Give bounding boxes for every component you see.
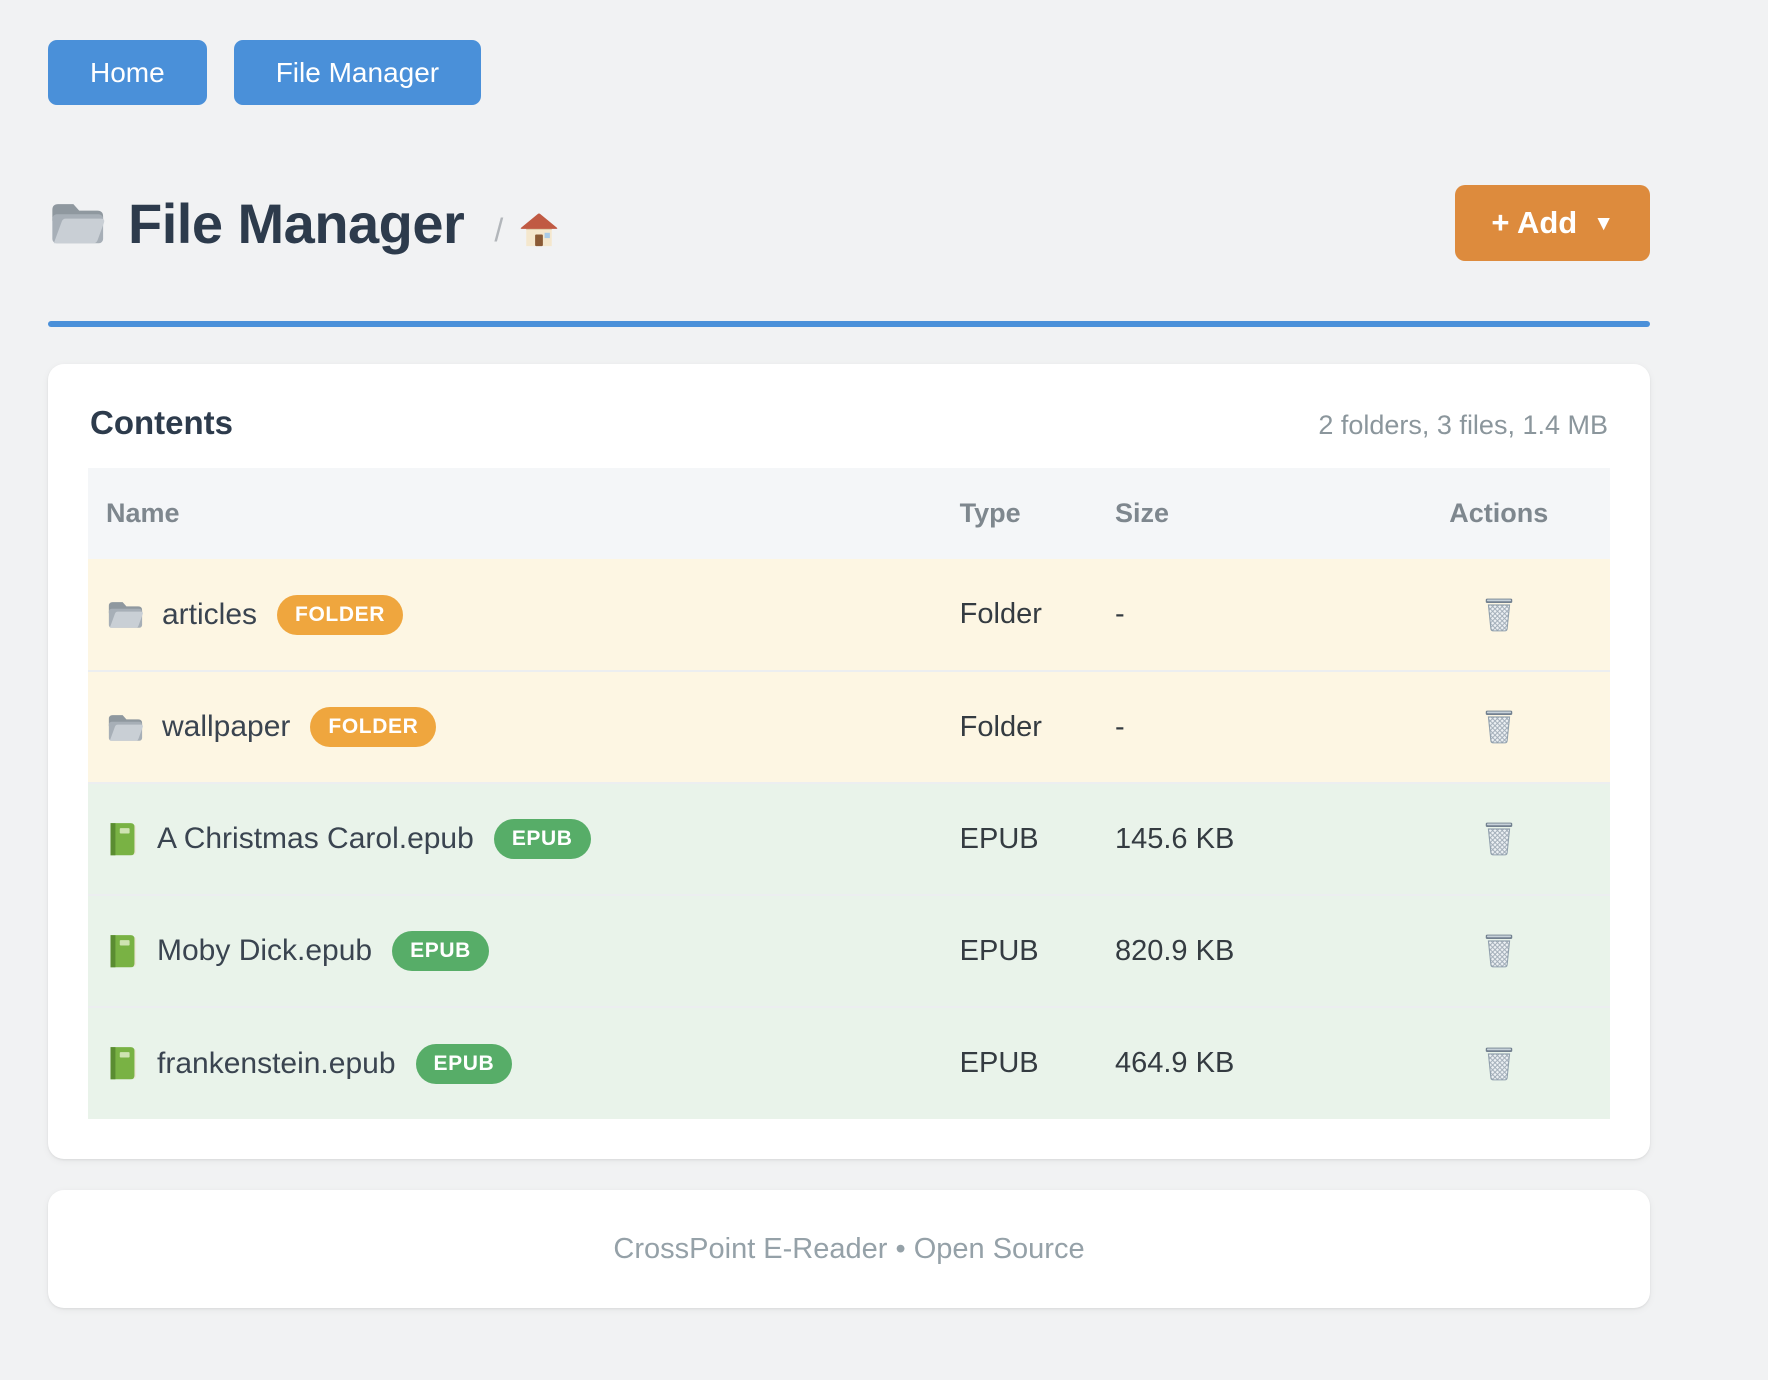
chevron-down-icon: ▼	[1593, 212, 1614, 235]
trash-icon	[1483, 709, 1515, 745]
contents-heading: Contents	[90, 404, 233, 441]
breadcrumb: /	[494, 211, 559, 249]
size-cell: 820.9 KB	[1096, 895, 1388, 1008]
open-folder-icon	[48, 198, 106, 248]
house-icon[interactable]	[519, 211, 559, 249]
trash-icon	[1483, 933, 1515, 969]
file-link[interactable]: A Christmas Carol.epub	[157, 822, 474, 855]
green-book-icon	[106, 933, 139, 970]
breadcrumb-separator: /	[494, 211, 504, 248]
type-cell: Folder	[941, 559, 1097, 672]
column-header-size: Size	[1096, 468, 1388, 559]
page-title: File Manager	[128, 191, 465, 255]
delete-button[interactable]	[1479, 593, 1519, 637]
file-table: Name Type Size Actions articles FOLDER F…	[88, 468, 1610, 1119]
folder-icon	[106, 711, 144, 744]
footer-text: CrossPoint E-Reader • Open Source	[613, 1232, 1085, 1265]
page-container: Home File Manager File Manager / + Add ▼…	[48, 0, 1650, 1308]
table-row: articles FOLDER Folder -	[88, 559, 1610, 672]
folder-icon	[106, 598, 144, 631]
table-row: frankenstein.epub EPUB EPUB 464.9 KB	[88, 1007, 1610, 1119]
top-nav: Home File Manager	[48, 40, 1650, 105]
table-row: Moby Dick.epub EPUB EPUB 820.9 KB	[88, 895, 1610, 1008]
file-link[interactable]: frankenstein.epub	[157, 1046, 396, 1080]
delete-button[interactable]	[1479, 705, 1519, 749]
type-cell: EPUB	[941, 895, 1097, 1008]
trash-icon	[1483, 597, 1515, 633]
column-header-type: Type	[941, 468, 1097, 559]
column-header-actions: Actions	[1387, 468, 1610, 559]
folder-link[interactable]: wallpaper	[162, 710, 291, 743]
epub-badge: EPUB	[493, 819, 591, 859]
size-cell: -	[1096, 671, 1388, 784]
contents-summary: 2 folders, 3 files, 1.4 MB	[1318, 410, 1608, 440]
folder-link[interactable]: articles	[162, 597, 258, 631]
trash-icon	[1483, 1046, 1515, 1082]
column-header-name: Name	[88, 468, 942, 559]
size-cell: 464.9 KB	[1096, 1007, 1388, 1119]
footer-card: CrossPoint E-Reader • Open Source	[48, 1190, 1650, 1308]
trash-icon	[1483, 821, 1515, 857]
delete-button[interactable]	[1479, 1042, 1519, 1086]
title-underline	[48, 321, 1650, 327]
table-row: A Christmas Carol.epub EPUB EPUB 145.6 K…	[88, 783, 1610, 896]
epub-badge: EPUB	[392, 931, 489, 971]
file-link[interactable]: Moby Dick.epub	[157, 934, 373, 967]
delete-button[interactable]	[1479, 817, 1519, 861]
epub-badge: EPUB	[415, 1043, 513, 1084]
green-book-icon	[106, 821, 139, 858]
table-row: wallpaper FOLDER Folder -	[88, 671, 1610, 784]
type-cell: EPUB	[941, 783, 1097, 896]
type-cell: Folder	[941, 671, 1097, 784]
delete-button[interactable]	[1479, 929, 1519, 973]
file-manager-button[interactable]: File Manager	[233, 40, 482, 105]
folder-badge: FOLDER	[310, 707, 437, 747]
green-book-icon	[106, 1045, 139, 1082]
add-button[interactable]: + Add ▼	[1455, 185, 1650, 261]
add-button-label: + Add	[1491, 205, 1578, 240]
table-header-row: Name Type Size Actions	[88, 468, 1610, 559]
type-cell: EPUB	[941, 1007, 1097, 1119]
home-button[interactable]: Home	[48, 40, 207, 105]
contents-card: Contents 2 folders, 3 files, 1.4 MB Name…	[48, 364, 1650, 1159]
size-cell: 145.6 KB	[1096, 783, 1388, 896]
size-cell: -	[1096, 559, 1388, 672]
folder-badge: FOLDER	[277, 594, 403, 635]
page-header: File Manager / + Add ▼	[48, 185, 1650, 261]
